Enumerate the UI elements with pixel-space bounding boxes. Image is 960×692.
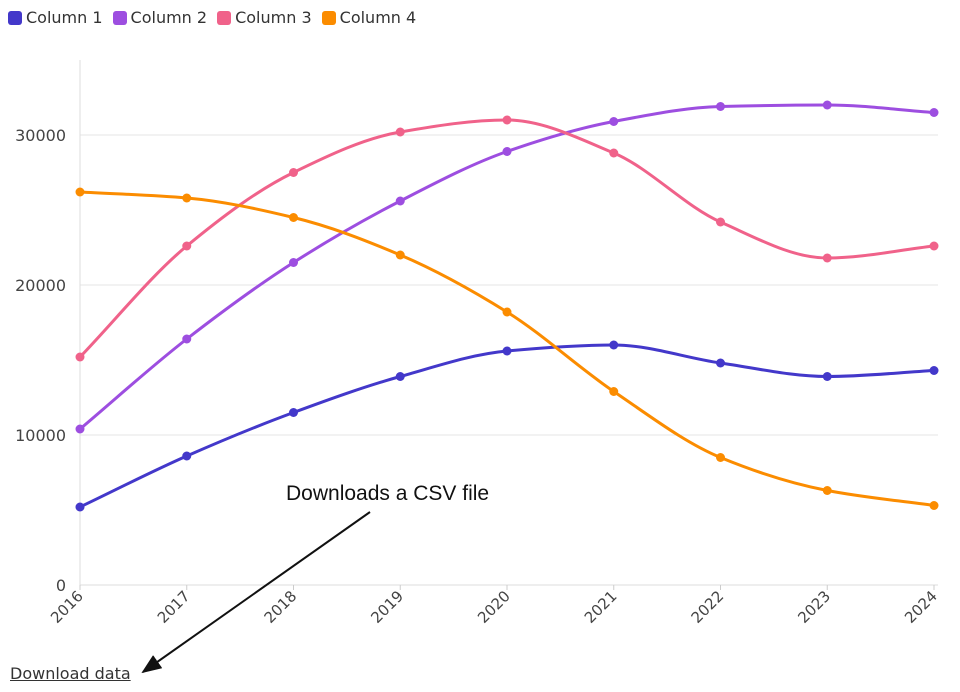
data-point[interactable] [75, 352, 85, 362]
data-point[interactable] [929, 108, 939, 117]
data-point[interactable] [716, 217, 725, 227]
data-point[interactable] [716, 358, 725, 368]
data-point[interactable] [75, 424, 85, 434]
data-point[interactable] [395, 196, 405, 206]
data-point[interactable] [609, 340, 619, 350]
series-lines [78, 103, 935, 509]
data-points [75, 100, 939, 512]
x-tick-label: 2020 [474, 587, 514, 627]
data-point[interactable] [609, 117, 619, 126]
data-point[interactable] [716, 102, 725, 111]
data-point[interactable] [822, 253, 832, 263]
y-tick-label: 10000 [15, 426, 66, 445]
legend-swatch [321, 10, 336, 25]
data-point[interactable] [289, 168, 298, 177]
legend-label: Column 1 [26, 8, 103, 27]
legend-label: Column 2 [130, 8, 208, 27]
data-point[interactable] [75, 187, 85, 197]
data-point[interactable] [929, 241, 939, 251]
data-point[interactable] [822, 100, 832, 110]
legend-item-1[interactable]: Column 1 [8, 8, 103, 27]
x-tick-label: 2017 [154, 587, 194, 627]
x-tick-label: 2023 [794, 587, 834, 627]
legend-swatch [217, 10, 232, 25]
legend-item-4[interactable]: Column 4 [321, 8, 417, 27]
data-point[interactable] [822, 486, 832, 495]
download-data-link[interactable]: Download data [10, 664, 131, 683]
series-line-2[interactable] [79, 103, 935, 431]
y-tick-label: 30000 [15, 126, 66, 145]
data-point[interactable] [502, 307, 512, 317]
data-point[interactable] [395, 127, 405, 137]
series-line-1[interactable] [79, 343, 935, 509]
x-tick-label: 2021 [581, 587, 621, 627]
annotation-text: Downloads a CSV file [286, 482, 490, 505]
axes: 0 10000 20000 30000 2016 2017 2018 2019 2020 2021… [15, 60, 941, 627]
legend-label: Column 3 [235, 8, 312, 27]
annotation-arrow [141, 511, 371, 674]
data-point[interactable] [502, 115, 512, 125]
x-tick-label: 2019 [367, 587, 407, 627]
data-point[interactable] [182, 241, 192, 251]
data-point[interactable] [289, 213, 298, 222]
data-point[interactable] [289, 258, 298, 267]
x-tick-label: 2016 [47, 587, 87, 627]
legend-swatch [8, 10, 22, 25]
x-tick-label: 2018 [261, 587, 301, 627]
data-point[interactable] [822, 372, 832, 381]
y-tick-label: 20000 [15, 276, 66, 295]
legend-label: Column 4 [339, 8, 417, 27]
grid-lines [80, 134, 938, 436]
x-tick-label: 2022 [688, 587, 728, 627]
data-point[interactable] [182, 193, 192, 203]
legend-swatch [112, 10, 127, 25]
data-point[interactable] [929, 501, 939, 510]
data-point[interactable] [929, 366, 939, 375]
legend: Column 1 Column 2 Column 3 Column 4 [8, 8, 416, 27]
data-point[interactable] [182, 334, 192, 344]
data-point[interactable] [502, 147, 512, 156]
data-point[interactable] [289, 408, 298, 417]
data-point[interactable] [75, 502, 85, 512]
data-point[interactable] [609, 387, 619, 396]
data-point[interactable] [182, 451, 192, 461]
x-tick-label: 2024 [901, 587, 941, 627]
data-point[interactable] [395, 372, 405, 381]
data-point[interactable] [609, 148, 619, 158]
y-tick-label: 0 [56, 576, 66, 595]
data-point[interactable] [716, 453, 725, 462]
legend-item-3[interactable]: Column 3 [217, 8, 312, 27]
data-point[interactable] [502, 346, 512, 356]
data-point[interactable] [395, 250, 405, 260]
legend-item-2[interactable]: Column 2 [112, 8, 208, 27]
